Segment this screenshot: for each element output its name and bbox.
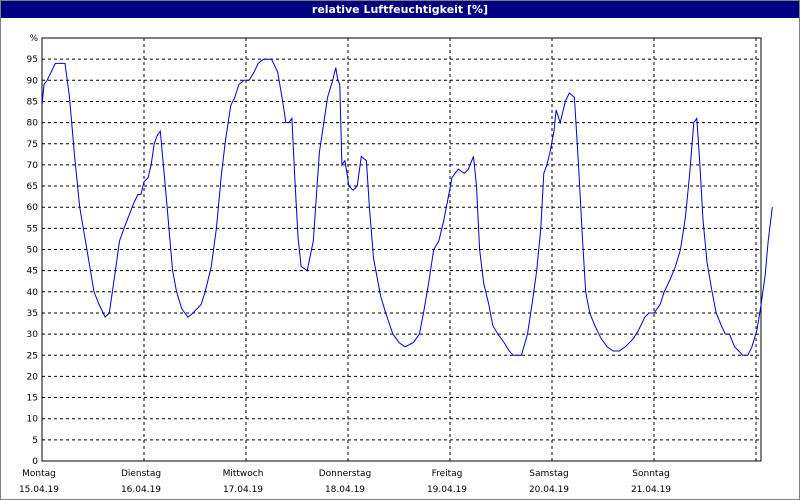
y-tick-label: 10 xyxy=(27,415,39,425)
y-tick-label: 75 xyxy=(27,140,38,150)
x-date-label: 21.04.19 xyxy=(631,485,671,495)
y-tick-label: 95 xyxy=(27,55,38,65)
x-day-label: Montag xyxy=(22,469,56,479)
y-tick-label: 85 xyxy=(27,97,38,107)
chart-title: relative Luftfeuchtigkeit [%] xyxy=(1,1,799,18)
x-date-label: 18.04.19 xyxy=(325,485,365,495)
y-axis-label: % xyxy=(29,34,38,44)
x-day-label: Donnerstag xyxy=(319,469,372,479)
y-tick-label: 70 xyxy=(27,161,39,171)
y-tick-label: 15 xyxy=(27,394,38,404)
y-tick-label: 35 xyxy=(27,309,38,319)
y-tick-label: 30 xyxy=(27,330,39,340)
x-day-label: Mittwoch xyxy=(223,469,264,479)
x-date-label: 16.04.19 xyxy=(121,485,161,495)
y-tick-label: 50 xyxy=(27,246,39,256)
y-tick-label: 0 xyxy=(32,457,38,467)
y-tick-label: 45 xyxy=(27,267,38,277)
y-tick-label: 20 xyxy=(27,372,39,382)
y-tick-label: 60 xyxy=(27,203,39,213)
x-day-label: Sonntag xyxy=(632,469,669,479)
plot-area xyxy=(42,38,761,461)
humidity-chart: 0 5 10 15 20 25 30 35 40 45 50 55 60 65 70 75 80 85 90 95% M… xyxy=(19,34,773,495)
y-tick-label: 25 xyxy=(27,351,38,361)
x-day-label: Freitag xyxy=(432,469,463,479)
y-tick-label: 5 xyxy=(32,436,38,446)
x-date-label: 19.04.19 xyxy=(427,485,467,495)
x-date-label: 15.04.19 xyxy=(19,485,59,495)
x-date-label: 17.04.19 xyxy=(223,485,263,495)
y-tick-label: 65 xyxy=(27,182,38,192)
y-tick-label: 40 xyxy=(27,288,39,298)
y-tick-label: 55 xyxy=(27,224,38,234)
x-day-label: Samstag xyxy=(529,469,568,479)
humidity-line xyxy=(41,58,773,356)
y-tick-label: 90 xyxy=(27,76,39,86)
x-day-label: Dienstag xyxy=(121,469,161,479)
plot-frame xyxy=(41,37,762,462)
y-tick-label: 80 xyxy=(27,119,39,129)
x-date-label: 20.04.19 xyxy=(529,485,569,495)
